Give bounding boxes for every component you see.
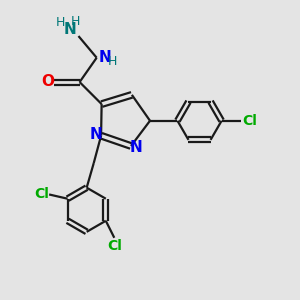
Text: Cl: Cl [108, 239, 123, 253]
Text: N: N [99, 50, 112, 65]
Text: N: N [64, 22, 76, 37]
Text: Cl: Cl [242, 114, 257, 128]
Text: Cl: Cl [34, 187, 49, 201]
Text: H: H [107, 56, 117, 68]
Text: O: O [41, 74, 54, 89]
Text: H: H [71, 15, 80, 28]
Text: N: N [90, 127, 102, 142]
Text: N: N [130, 140, 142, 155]
Text: H: H [56, 16, 66, 29]
